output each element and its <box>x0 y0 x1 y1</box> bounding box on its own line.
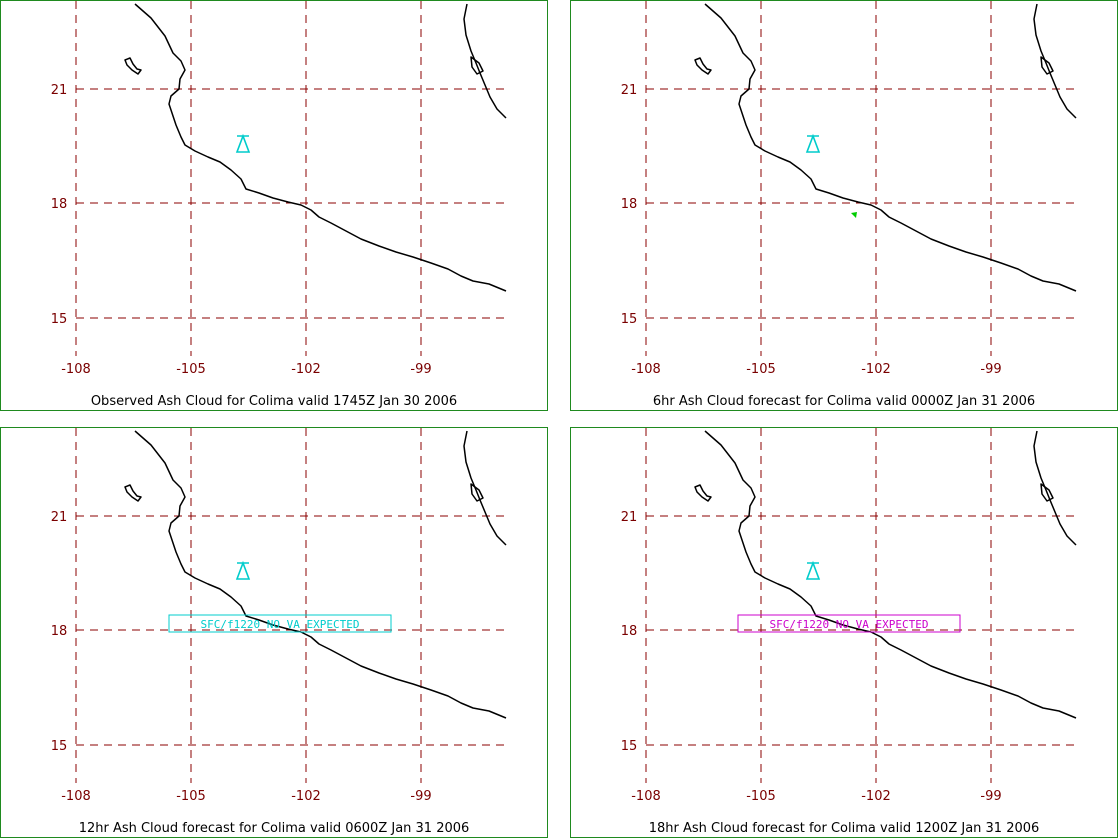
coastline <box>463 430 507 546</box>
lon-tick-label: -108 <box>61 789 91 804</box>
lat-tick-label: 18 <box>621 624 638 639</box>
lon-tick-label: -99 <box>410 362 431 377</box>
lat-tick-label: 18 <box>621 197 638 212</box>
volcano-icon <box>805 560 821 580</box>
lon-tick-label: -102 <box>861 789 891 804</box>
lat-tick-label: 15 <box>621 312 638 327</box>
lon-tick-label: -102 <box>291 789 321 804</box>
lat-tick-label: 15 <box>621 739 638 754</box>
message-box <box>168 614 392 633</box>
no-va-expected-text: SFC/f1220 NO VA EXPECTED <box>770 618 929 631</box>
map-canvas: -108 -105 -102 -99 21 18 15 SFC/f1220 NO VA EX… <box>51 428 507 804</box>
island-outline <box>124 57 142 75</box>
lat-tick-label: 15 <box>51 312 68 327</box>
coastline <box>704 3 1077 292</box>
map-panel-12hr: -108 -105 -102 -99 21 18 15 SFC/f1220 NO VA EX… <box>0 427 548 838</box>
ash-cloud-marker <box>851 212 857 218</box>
island-outline <box>470 56 484 75</box>
map-panel-observed: -108 -105 -102 -99 21 18 15 Observed Ash Cloud… <box>0 0 548 411</box>
island-outline <box>694 57 712 75</box>
lat-tick-label: 15 <box>51 739 68 754</box>
lon-tick-label: -108 <box>631 362 661 377</box>
coastline <box>1033 430 1077 546</box>
lat-tick-label: 21 <box>51 83 68 98</box>
volcano-icon <box>805 133 821 153</box>
lon-tick-label: -99 <box>980 362 1001 377</box>
coastline <box>704 430 1077 719</box>
lat-tick-label: 21 <box>51 510 68 525</box>
map-panel-18hr: -108 -105 -102 -99 21 18 15 SFC/f1220 NO VA EX… <box>570 427 1118 838</box>
island-outline <box>470 483 484 502</box>
volcano-icon <box>235 560 251 580</box>
lon-tick-label: -105 <box>746 362 776 377</box>
panel-caption: Observed Ash Cloud for Colima valid 1745… <box>90 394 458 409</box>
coastline <box>134 430 507 719</box>
lon-tick-label: -108 <box>61 362 91 377</box>
lat-tick-label: 21 <box>621 83 638 98</box>
lon-tick-label: -105 <box>176 362 206 377</box>
map-canvas: -108 -105 -102 -99 21 18 15 <box>621 1 1077 377</box>
map-panel-6hr: -108 -105 -102 -99 21 18 15 6hr Ash Cloud fore… <box>570 0 1118 411</box>
lon-tick-label: -99 <box>980 789 1001 804</box>
no-va-expected-text: SFC/f1220 NO VA EXPECTED <box>201 618 360 631</box>
coastline <box>134 3 507 292</box>
message-box <box>737 614 961 633</box>
lon-tick-label: -102 <box>861 362 891 377</box>
lon-tick-label: -102 <box>291 362 321 377</box>
volcano-icon <box>235 133 251 153</box>
lon-tick-label: -105 <box>746 789 776 804</box>
coastline <box>1033 3 1077 119</box>
island-outline <box>1040 56 1054 75</box>
lon-tick-label: -105 <box>176 789 206 804</box>
panel-caption: 12hr Ash Cloud forecast for Colima valid… <box>78 821 470 836</box>
coastline <box>463 3 507 119</box>
panel-caption: 6hr Ash Cloud forecast for Colima valid … <box>652 394 1036 409</box>
map-canvas: -108 -105 -102 -99 21 18 15 SFC/f1220 NO VA EX… <box>621 428 1077 804</box>
island-outline <box>1040 483 1054 502</box>
lon-tick-label: -99 <box>410 789 431 804</box>
island-outline <box>694 484 712 502</box>
panel-caption: 18hr Ash Cloud forecast for Colima valid… <box>648 821 1040 836</box>
map-canvas: -108 -105 -102 -99 21 18 15 <box>51 1 507 377</box>
lon-tick-label: -108 <box>631 789 661 804</box>
lat-tick-label: 18 <box>51 197 68 212</box>
lat-tick-label: 21 <box>621 510 638 525</box>
lat-tick-label: 18 <box>51 624 68 639</box>
island-outline <box>124 484 142 502</box>
